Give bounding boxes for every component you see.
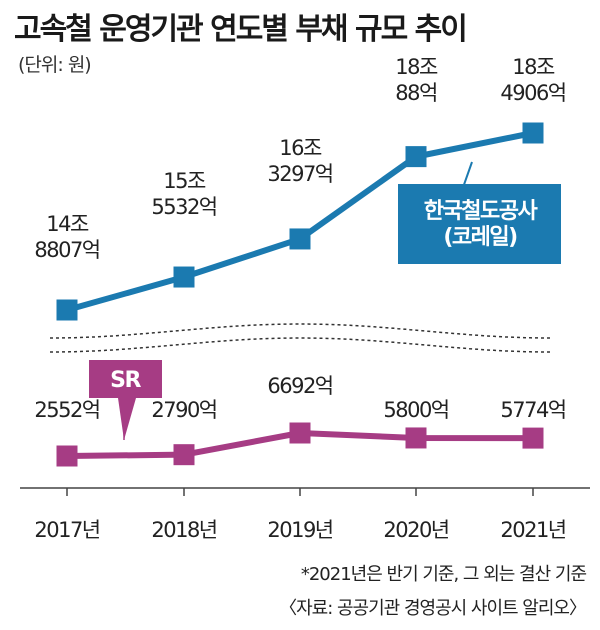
korail-data-label: 15조 5532억 xyxy=(151,169,216,219)
sr-legend-pointer xyxy=(118,398,136,440)
sr-legend-label: SR xyxy=(110,368,141,393)
korail-data-label: 18조 4906억 xyxy=(500,55,565,105)
korail-point xyxy=(173,266,195,288)
chart-title: 고속철 운영기관 연도별 부채 규모 추이 xyxy=(14,12,468,47)
footnote: *2021년은 반기 기준, 그 외는 결산 기준 xyxy=(300,564,587,585)
korail-legend-box xyxy=(398,184,561,264)
korail-data-label: 18조 88억 xyxy=(395,55,438,105)
x-tick-label: 2018년 xyxy=(151,518,216,542)
sr-data-label: 2790억 xyxy=(151,398,216,422)
x-tick-label: 2017년 xyxy=(34,518,99,542)
korail-point xyxy=(405,146,427,168)
axis-break-line xyxy=(50,323,550,339)
korail-data-label: 16조 3297억 xyxy=(267,136,332,186)
sr-point xyxy=(56,445,78,467)
korail-point xyxy=(522,122,544,144)
sr-legend-box xyxy=(89,360,162,398)
sr-data-label: 2552억 xyxy=(34,398,99,422)
korail-legend-label: 한국철도공사 (코레일) xyxy=(424,199,539,250)
sr-point xyxy=(289,422,311,444)
axis-break-line xyxy=(50,337,550,353)
x-tick-label: 2021년 xyxy=(500,518,565,542)
sr-point xyxy=(405,427,427,449)
unit-label: (단위: 원) xyxy=(18,54,92,76)
sr-data-label: 5800억 xyxy=(383,398,448,422)
x-tick-label: 2019년 xyxy=(267,518,332,542)
sr-data-label: 5774억 xyxy=(500,398,565,422)
korail-point xyxy=(289,228,311,250)
sr-data-label: 6692억 xyxy=(267,374,332,398)
sr-point xyxy=(522,427,544,449)
x-tick-label: 2020년 xyxy=(383,518,448,542)
korail-point xyxy=(56,299,78,321)
sr-point xyxy=(173,444,195,466)
korail-data-label: 14조 8807억 xyxy=(34,212,99,262)
source-note: 〈자료: 공공기관 경영공시 사이트 알리오〉 xyxy=(279,598,587,619)
